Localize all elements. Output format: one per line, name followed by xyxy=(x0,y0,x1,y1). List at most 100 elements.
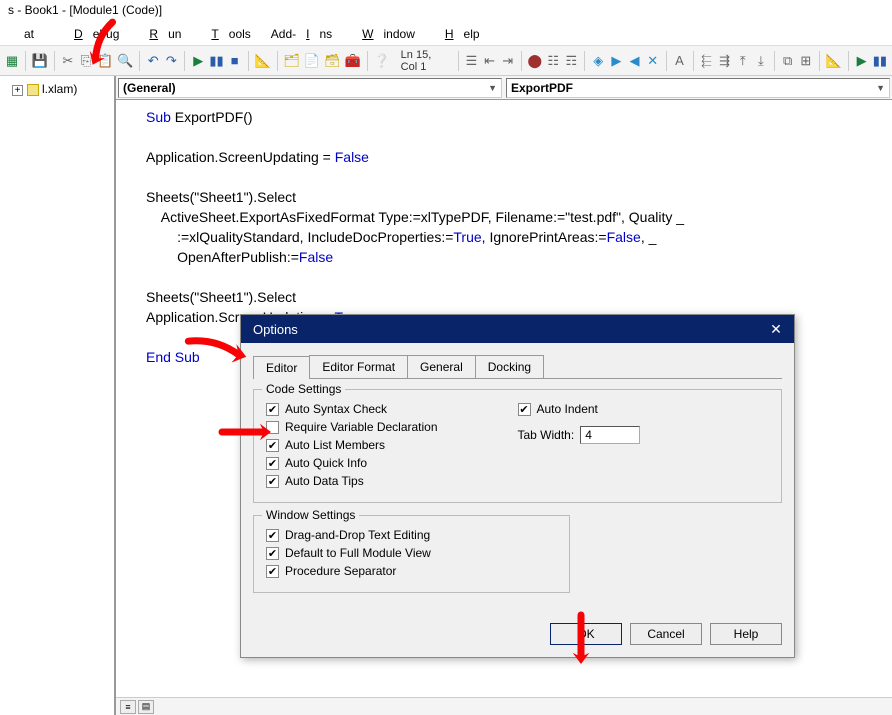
tb-redo-icon[interactable]: ↷ xyxy=(163,50,179,72)
cursor-position: Ln 15, Col 1 xyxy=(393,49,451,73)
tb-run2-icon[interactable]: ▶ xyxy=(854,50,870,72)
chk-full-module[interactable]: ✔Default to Full Module View xyxy=(266,544,557,562)
checkbox-icon[interactable]: ✔ xyxy=(266,565,279,578)
tab-general[interactable]: General xyxy=(407,355,476,378)
tb-excel-icon[interactable]: ▦ xyxy=(4,50,20,72)
menu-window[interactable]: Window xyxy=(342,24,425,44)
cancel-button[interactable]: Cancel xyxy=(630,623,702,645)
tb-browser-icon[interactable]: 🗃 xyxy=(323,50,342,72)
tb-align-r-icon[interactable]: ⇶ xyxy=(716,50,732,72)
close-icon[interactable]: ✕ xyxy=(766,319,786,339)
tb-size-icon[interactable]: ⧉ xyxy=(780,50,796,72)
help-button[interactable]: Help xyxy=(710,623,782,645)
code-settings-group: Code Settings ✔Auto Syntax Check Require… xyxy=(253,389,782,503)
tb-project-icon[interactable]: 🗂 xyxy=(282,50,301,72)
tb-indent-icon[interactable]: ⇥ xyxy=(500,50,516,72)
menu-tools[interactable]: Tools xyxy=(191,24,260,44)
tb-toolbox-icon[interactable]: 🧰 xyxy=(344,50,362,72)
chk-auto-indent[interactable]: ✔Auto Indent xyxy=(518,400,770,418)
tb-align-b-icon[interactable]: ⤓ xyxy=(753,50,769,72)
tb-design-icon[interactable]: 📐 xyxy=(253,50,271,72)
menu-run[interactable]: Run xyxy=(129,24,191,44)
menu-debug[interactable]: Debug xyxy=(54,24,129,44)
code-settings-legend: Code Settings xyxy=(262,382,345,396)
folder-icon xyxy=(27,84,39,96)
window-settings-group: Window Settings ✔Drag-and-Drop Text Edit… xyxy=(253,515,570,593)
tb-comment-icon[interactable]: ☷ xyxy=(545,50,561,72)
menu-addins[interactable]: Add-Ins xyxy=(261,24,342,44)
tb-copy-icon[interactable]: ⎘ xyxy=(78,50,94,72)
chk-drag-drop[interactable]: ✔Drag-and-Drop Text Editing xyxy=(266,526,557,544)
tb-design2-icon[interactable]: 📐 xyxy=(825,50,843,72)
tree-label: l.xlam) xyxy=(42,82,77,96)
dialog-titlebar[interactable]: Options ✕ xyxy=(241,315,794,343)
tb-order-icon[interactable]: ⊞ xyxy=(798,50,814,72)
tb-clear-bm-icon[interactable]: ✕ xyxy=(645,50,661,72)
tb-break-icon[interactable]: ▮▮ xyxy=(208,50,224,72)
tb-run-icon[interactable]: ▶ xyxy=(190,50,206,72)
procedure-dropdown[interactable]: ExportPDF ▼ xyxy=(506,78,890,98)
object-dd-text: (General) xyxy=(123,81,176,95)
tree-expand-icon[interactable]: + xyxy=(12,85,23,96)
tb-outdent-icon[interactable]: ⇤ xyxy=(482,50,498,72)
full-module-view-icon[interactable]: ▤ xyxy=(138,700,154,714)
menu-at[interactable]: at xyxy=(4,24,54,44)
tb-bp-icon[interactable]: ⬤ xyxy=(527,50,544,72)
dialog-buttons: OK Cancel Help xyxy=(241,617,794,657)
checkbox-icon[interactable]: ✔ xyxy=(266,457,279,470)
checkbox-icon[interactable]: ✔ xyxy=(266,529,279,542)
tb-reset-icon[interactable]: ■ xyxy=(227,50,243,72)
tab-docking[interactable]: Docking xyxy=(475,355,544,378)
tb-uncomment-icon[interactable]: ☶ xyxy=(563,50,579,72)
tb-align-l-icon[interactable]: ⬱ xyxy=(698,50,714,72)
checkbox-icon[interactable] xyxy=(266,421,279,434)
tb-row1-icon[interactable]: ☰ xyxy=(463,50,479,72)
checkbox-icon[interactable]: ✔ xyxy=(518,403,531,416)
tab-width-input[interactable]: 4 xyxy=(580,426,640,444)
checkbox-icon[interactable]: ✔ xyxy=(266,439,279,452)
tree-item[interactable]: + l.xlam) xyxy=(8,80,114,98)
window-settings-legend: Window Settings xyxy=(262,508,359,522)
tab-editor[interactable]: Editor xyxy=(253,356,310,379)
checkbox-icon[interactable]: ✔ xyxy=(266,475,279,488)
chk-auto-syntax[interactable]: ✔Auto Syntax Check xyxy=(266,400,518,418)
tb-help-icon[interactable]: ❔ xyxy=(372,50,390,72)
ok-button[interactable]: OK xyxy=(550,623,622,645)
code-footer: ≡ ▤ xyxy=(116,697,892,715)
tb-find-icon[interactable]: 🔍 xyxy=(116,50,134,72)
dialog-tabs: Editor Editor Format General Docking xyxy=(253,355,782,379)
chk-auto-list[interactable]: ✔Auto List Members xyxy=(266,436,518,454)
checkbox-icon[interactable]: ✔ xyxy=(266,547,279,560)
project-tree[interactable]: + l.xlam) xyxy=(0,76,114,102)
menu-bar: at Debug Run Tools Add-Ins Window Help xyxy=(0,22,892,46)
tb-a1-icon[interactable]: A xyxy=(671,50,687,72)
tb-bookmark-icon[interactable]: ◈ xyxy=(590,50,606,72)
tb-props-icon[interactable]: 📄 xyxy=(303,50,321,72)
tb-cut-icon[interactable]: ✂ xyxy=(60,50,76,72)
chevron-down-icon: ▼ xyxy=(876,83,885,93)
tab-width-row: Tab Width: 4 xyxy=(518,424,770,446)
tab-width-label: Tab Width: xyxy=(518,428,575,442)
procedure-view-icon[interactable]: ≡ xyxy=(120,700,136,714)
dialog-body: Editor Editor Format General Docking Cod… xyxy=(241,343,794,617)
tb-prev-bm-icon[interactable]: ◀ xyxy=(626,50,642,72)
toolbar: ▦ 💾 ✂ ⎘ 📋 🔍 ↶ ↷ ▶ ▮▮ ■ 📐 🗂 📄 🗃 🧰 ❔ Ln 15… xyxy=(0,46,892,76)
checkbox-icon[interactable]: ✔ xyxy=(266,403,279,416)
object-dropdown[interactable]: (General) ▼ xyxy=(118,78,502,98)
tb-save-icon[interactable]: 💾 xyxy=(31,50,49,72)
title-bar: s - Book1 - [Module1 (Code)] xyxy=(0,0,892,22)
tab-editor-format[interactable]: Editor Format xyxy=(309,355,408,378)
tb-next-bm-icon[interactable]: ▶ xyxy=(608,50,624,72)
chk-auto-quick[interactable]: ✔Auto Quick Info xyxy=(266,454,518,472)
tb-break2-icon[interactable]: ▮▮ xyxy=(872,50,888,72)
procedure-dd-text: ExportPDF xyxy=(511,81,573,95)
chk-proc-sep[interactable]: ✔Procedure Separator xyxy=(266,562,557,580)
tb-undo-icon[interactable]: ↶ xyxy=(145,50,161,72)
menu-help[interactable]: Help xyxy=(425,24,490,44)
dialog-title: Options xyxy=(253,322,298,337)
tb-align-t-icon[interactable]: ⤒ xyxy=(735,50,751,72)
tb-paste-icon[interactable]: 📋 xyxy=(96,50,114,72)
options-dialog: Options ✕ Editor Editor Format General D… xyxy=(240,314,795,658)
chk-auto-data[interactable]: ✔Auto Data Tips xyxy=(266,472,518,490)
chk-require-var[interactable]: Require Variable Declaration xyxy=(266,418,518,436)
